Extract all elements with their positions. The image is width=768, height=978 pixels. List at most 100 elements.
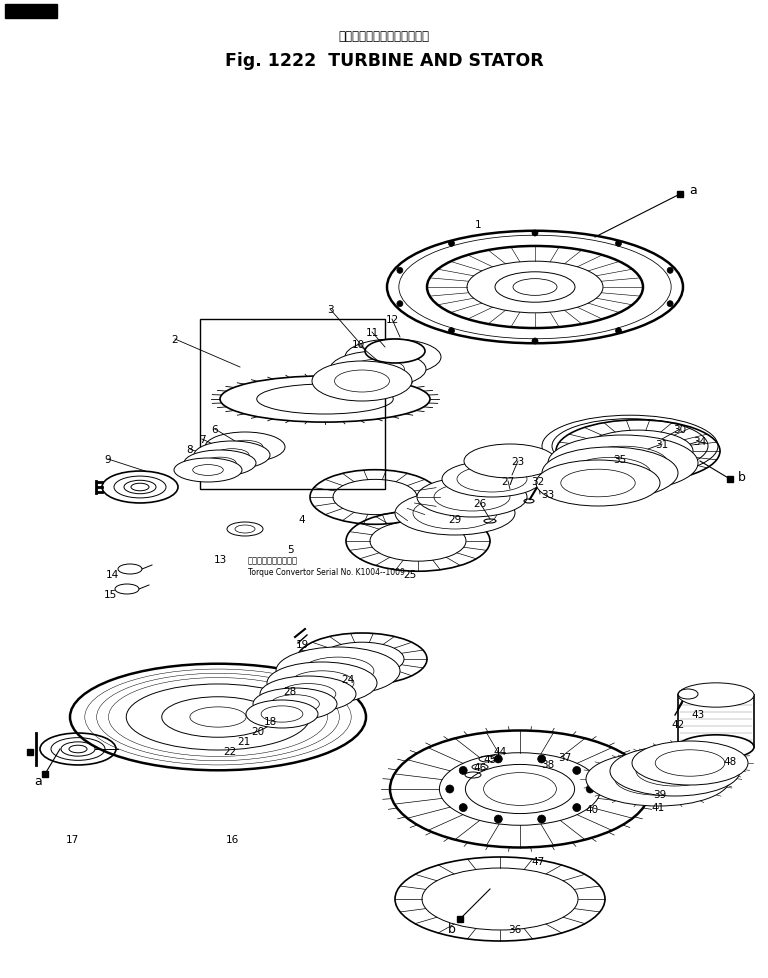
Circle shape (573, 767, 581, 775)
Text: 24: 24 (341, 674, 355, 685)
Ellipse shape (267, 662, 377, 704)
Circle shape (449, 329, 455, 334)
Circle shape (445, 785, 454, 793)
Text: 35: 35 (614, 455, 627, 465)
Text: 33: 33 (541, 490, 554, 500)
Text: Torque Convertor Serial No. K1004--1009: Torque Convertor Serial No. K1004--1009 (248, 567, 405, 576)
Circle shape (538, 816, 546, 823)
Text: 18: 18 (263, 716, 276, 727)
Text: 19: 19 (296, 640, 309, 649)
Circle shape (449, 241, 455, 247)
Ellipse shape (417, 477, 527, 517)
Circle shape (532, 231, 538, 237)
Text: タービン　および　ステータ: タービン および ステータ (339, 30, 429, 43)
Circle shape (615, 329, 621, 334)
Ellipse shape (632, 741, 748, 785)
Text: 42: 42 (671, 719, 684, 730)
Ellipse shape (536, 461, 660, 507)
Circle shape (459, 767, 467, 775)
Ellipse shape (330, 352, 426, 387)
Text: 2: 2 (172, 334, 178, 344)
Circle shape (495, 816, 502, 823)
Text: 20: 20 (251, 727, 264, 736)
Text: 41: 41 (651, 802, 664, 812)
Text: 16: 16 (225, 834, 239, 844)
Circle shape (615, 241, 621, 247)
Ellipse shape (205, 432, 285, 463)
Text: 7: 7 (199, 434, 205, 445)
Ellipse shape (365, 339, 425, 364)
Text: 46: 46 (473, 762, 487, 773)
Text: 34: 34 (694, 436, 707, 447)
Text: 29: 29 (449, 514, 462, 524)
Text: 13: 13 (214, 555, 227, 564)
Circle shape (573, 804, 581, 812)
Circle shape (538, 755, 546, 763)
Ellipse shape (395, 492, 515, 535)
Ellipse shape (345, 339, 441, 376)
Text: 28: 28 (283, 687, 296, 696)
Text: 6: 6 (212, 424, 218, 434)
Text: 12: 12 (386, 315, 399, 325)
Circle shape (397, 268, 403, 274)
Circle shape (532, 338, 538, 344)
Circle shape (459, 804, 467, 812)
Text: 5: 5 (286, 545, 293, 555)
Ellipse shape (678, 684, 754, 707)
Text: 32: 32 (531, 476, 545, 486)
Text: 4: 4 (299, 514, 306, 524)
Text: トルクコンバータ号機: トルクコンバータ号機 (248, 556, 298, 564)
Circle shape (397, 301, 403, 307)
Ellipse shape (678, 735, 754, 759)
Text: 9: 9 (104, 455, 111, 465)
Text: 36: 36 (508, 924, 521, 934)
Circle shape (586, 785, 594, 793)
Text: b: b (738, 471, 746, 484)
Text: 1: 1 (475, 220, 482, 230)
Circle shape (667, 268, 673, 274)
Ellipse shape (542, 448, 678, 500)
Text: 11: 11 (366, 328, 379, 337)
Text: 14: 14 (105, 569, 118, 579)
Ellipse shape (464, 445, 556, 478)
Text: Fig. 1222  TURBINE AND STATOR: Fig. 1222 TURBINE AND STATOR (224, 52, 544, 70)
Ellipse shape (276, 647, 400, 695)
Text: 30: 30 (674, 424, 687, 434)
Text: 17: 17 (65, 834, 78, 844)
Ellipse shape (442, 462, 542, 498)
Text: 44: 44 (493, 746, 507, 756)
Text: 31: 31 (655, 439, 669, 450)
Text: 3: 3 (326, 305, 333, 315)
Bar (200, 320, 385, 490)
Ellipse shape (312, 362, 412, 402)
Text: 23: 23 (511, 457, 525, 467)
Text: 25: 25 (403, 569, 416, 579)
Circle shape (495, 755, 502, 763)
Text: 37: 37 (558, 752, 571, 762)
Text: 10: 10 (352, 339, 365, 350)
Text: 38: 38 (541, 759, 554, 770)
Ellipse shape (184, 451, 256, 476)
Text: 48: 48 (723, 756, 737, 766)
Text: 21: 21 (237, 736, 250, 746)
Ellipse shape (610, 746, 740, 796)
Ellipse shape (260, 677, 356, 712)
Text: b: b (448, 922, 456, 936)
Text: 27: 27 (502, 476, 515, 486)
Text: 26: 26 (473, 499, 487, 509)
Text: 45: 45 (483, 754, 497, 764)
Text: 22: 22 (223, 746, 237, 756)
Ellipse shape (395, 857, 605, 941)
Ellipse shape (253, 689, 337, 720)
Ellipse shape (246, 700, 318, 729)
Text: 43: 43 (691, 709, 704, 719)
Text: 40: 40 (585, 804, 598, 814)
Circle shape (667, 301, 673, 307)
Text: 39: 39 (654, 789, 667, 799)
Text: 47: 47 (531, 856, 545, 867)
Ellipse shape (194, 441, 270, 469)
Text: 15: 15 (104, 590, 117, 600)
Text: a: a (689, 183, 697, 197)
Text: a: a (34, 775, 42, 787)
Bar (5, 5, 57, 19)
